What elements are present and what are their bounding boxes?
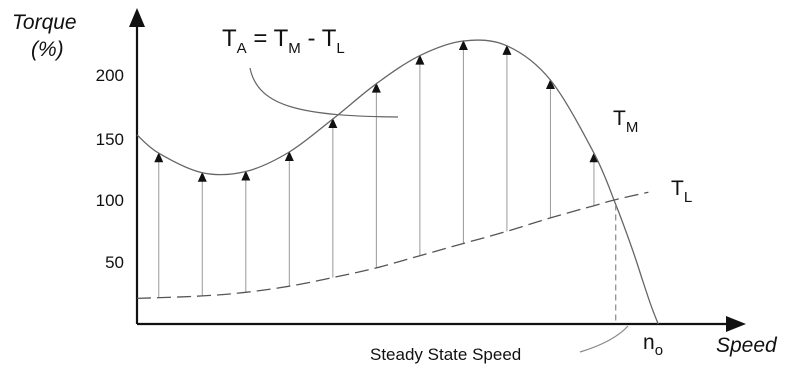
y-axis-title: Torque: [12, 11, 77, 34]
y-axis-arrowhead: [129, 8, 145, 27]
formula-sub-a: A: [237, 40, 247, 57]
formula-annotation: TA = TM - TL: [222, 25, 345, 57]
tl-curve-label: TL: [671, 177, 692, 206]
acceleration-arrow-head: [284, 150, 294, 161]
tl-label-t: T: [671, 177, 684, 200]
tm-curve-label: TM: [613, 107, 638, 136]
acceleration-arrow-head: [415, 54, 425, 65]
formula-t-m: T: [274, 25, 289, 52]
y-axis-title-unit: (%): [31, 38, 64, 61]
y-tick-labels: 200 150 100 50: [96, 66, 124, 272]
y-tick-label-100: 100: [96, 191, 124, 210]
formula-t-l: T: [322, 25, 337, 52]
formula-t-a: T: [222, 25, 237, 52]
no-label-sub: o: [655, 342, 663, 359]
steady-state-leader-line: [579, 325, 629, 353]
acceleration-arrow-head: [458, 39, 468, 50]
formula-minus: -: [301, 25, 322, 52]
tm-label-sub: M: [626, 119, 639, 136]
no-speed-label: no: [643, 331, 663, 359]
y-tick-label-200: 200: [96, 66, 124, 85]
formula-equals: =: [247, 25, 274, 52]
formula-sub-l: L: [336, 40, 344, 57]
x-axis-arrowhead: [726, 316, 746, 332]
acceleration-arrow-head: [154, 152, 164, 163]
acceleration-torque-arrows: [154, 39, 599, 298]
acceleration-arrow-head: [371, 82, 381, 93]
formula-leader-line: [249, 67, 399, 118]
acceleration-arrow-head: [241, 170, 251, 181]
acceleration-arrow-head: [545, 79, 555, 89]
acceleration-arrow-head: [502, 44, 512, 55]
y-tick-label-150: 150: [96, 130, 124, 149]
motor-torque-curve: [136, 39, 659, 325]
acceleration-arrow-head: [328, 118, 338, 129]
formula-sub-m: M: [288, 40, 301, 57]
tm-label-t: T: [613, 107, 626, 130]
no-label-n: n: [643, 331, 655, 354]
axes: [129, 8, 746, 332]
acceleration-arrow-head: [197, 171, 207, 182]
acceleration-arrow-head: [589, 152, 599, 163]
load-torque-curve: [136, 191, 649, 300]
x-axis-title: Speed: [716, 334, 778, 357]
tl-label-sub: L: [684, 189, 692, 206]
y-tick-label-50: 50: [105, 253, 124, 272]
steady-state-speed-label: Steady State Speed: [370, 345, 521, 364]
